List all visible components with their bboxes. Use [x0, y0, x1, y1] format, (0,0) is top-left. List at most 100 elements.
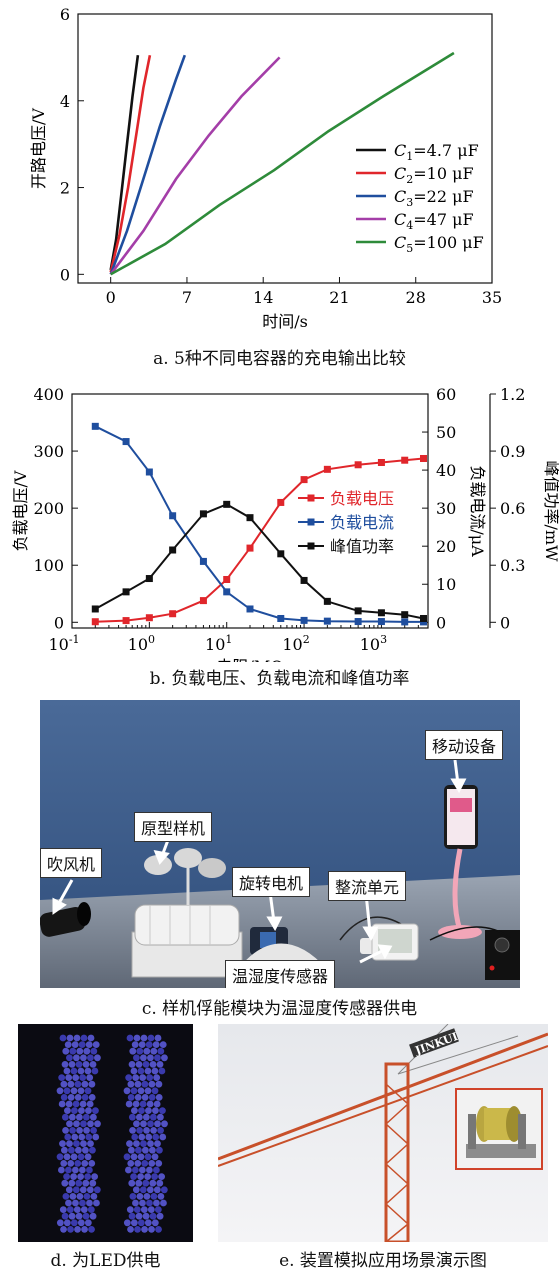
led-dot — [140, 1034, 148, 1042]
led-dot — [154, 1054, 161, 1062]
led-dot — [154, 1140, 161, 1147]
data-point — [122, 438, 130, 446]
led-dot — [148, 1160, 156, 1167]
led-dot — [123, 1087, 131, 1095]
led-dot — [139, 1074, 147, 1081]
led-dot — [139, 1100, 147, 1108]
led-dot — [145, 1107, 152, 1114]
led-dot — [85, 1041, 93, 1048]
legend-entry: 负载电压 — [330, 489, 394, 508]
led-dot — [73, 1054, 80, 1062]
led-dot — [75, 1113, 83, 1121]
led-dot — [65, 1199, 72, 1207]
data-point — [169, 610, 177, 618]
y-power-tick-label: 1.2 — [500, 385, 525, 404]
data-point — [246, 605, 254, 613]
y-right-tick-label: 10 — [436, 575, 456, 594]
x-tick-label: 35 — [482, 288, 502, 307]
led-dot — [71, 1041, 79, 1048]
y-tick-label: 100 — [33, 556, 64, 575]
data-point — [323, 617, 331, 625]
led-dot — [126, 1034, 134, 1042]
y-right-tick-label: 30 — [436, 499, 456, 518]
label-prototype: 原型样机 — [134, 812, 213, 842]
led-dot — [133, 1140, 140, 1147]
led-dot — [72, 1199, 79, 1207]
chart-b: 10-1100101102103电阻/MΩ0100200300400负载电压/V… — [11, 385, 559, 662]
led-dot — [70, 1087, 78, 1095]
led-dot — [88, 1226, 95, 1233]
led-dot — [125, 1100, 133, 1108]
led-dot — [75, 1061, 83, 1068]
led-dot — [136, 1193, 144, 1200]
led-dot — [127, 1226, 134, 1233]
led-dot — [90, 1193, 98, 1200]
data-point — [145, 614, 153, 622]
led-dot — [63, 1173, 71, 1180]
data-point — [354, 607, 362, 615]
y-tick-label: 2 — [60, 179, 70, 198]
data-point — [277, 550, 285, 558]
led-dot — [145, 1133, 153, 1141]
y-left-axis-label: 负载电压/V — [11, 470, 30, 551]
data-point — [401, 611, 409, 619]
led-dot — [61, 1212, 69, 1220]
led-dot — [92, 1133, 100, 1141]
x-tick-label: 21 — [329, 288, 349, 307]
led-dot — [70, 1173, 78, 1180]
series-line-3 — [94, 503, 424, 620]
led-dot — [66, 1054, 73, 1062]
series-line-1 — [95, 457, 424, 623]
led-dot — [131, 1166, 139, 1174]
data-point — [169, 512, 177, 520]
led-dot — [139, 1186, 147, 1194]
data-point — [145, 468, 153, 476]
data-point — [377, 618, 385, 626]
x-tick-label: 103 — [360, 633, 387, 654]
led-dot — [138, 1107, 145, 1114]
y-right-tick-label: 0 — [436, 613, 446, 632]
led-dot — [84, 1087, 92, 1095]
figure-c: 吹风机 原型样机 旋转电机 移动设备 整流单元 温湿度传感器 c. 样机俘能模块… — [0, 698, 559, 1020]
figure-a-caption: a. 5种不同电容器的充电输出比较 — [153, 349, 406, 369]
led-dot — [60, 1080, 68, 1088]
led-dot — [83, 1127, 90, 1134]
data-point — [300, 576, 308, 584]
led-dot — [67, 1080, 75, 1088]
led-dot — [88, 1080, 96, 1088]
led-dot — [77, 1173, 85, 1180]
photo-scene — [40, 700, 520, 988]
data-point — [145, 575, 153, 583]
label-sensor: 温湿度传感器 — [225, 960, 336, 988]
plot-frame — [77, 13, 493, 284]
led-dot — [58, 1074, 66, 1081]
led-dot — [79, 1199, 86, 1207]
led-dot — [140, 1120, 147, 1128]
led-dot — [156, 1146, 163, 1154]
led-dot — [138, 1133, 146, 1141]
data-point — [323, 465, 331, 473]
led-dot — [77, 1087, 85, 1095]
led-dot — [64, 1133, 72, 1141]
data-point — [354, 618, 362, 626]
led-dot — [156, 1061, 164, 1068]
led-dot — [73, 1206, 81, 1213]
led-dot — [61, 1179, 69, 1187]
led-dot — [87, 1140, 94, 1147]
led-dot — [68, 1113, 76, 1121]
led-dot — [138, 1041, 146, 1048]
led-dot — [153, 1074, 161, 1081]
data-point — [246, 514, 254, 522]
led-dot — [84, 1067, 92, 1075]
led-dot — [155, 1094, 163, 1101]
led-dot — [79, 1100, 87, 1108]
y-right-tick-label: 50 — [436, 423, 456, 442]
led-dot — [158, 1067, 166, 1075]
data-point — [223, 500, 231, 508]
led-dot — [126, 1140, 133, 1147]
led-dot — [135, 1061, 143, 1068]
led-dot — [82, 1212, 90, 1220]
led-dot — [63, 1219, 71, 1227]
data-point — [199, 510, 207, 518]
led-dot — [128, 1113, 136, 1121]
